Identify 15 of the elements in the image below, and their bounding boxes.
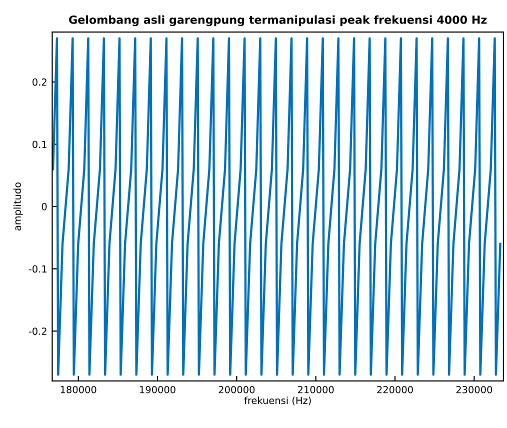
y-tick-label: 0.1 bbox=[32, 140, 46, 148]
x-tick-label: 220000 bbox=[377, 386, 413, 394]
x-tick-label: 190000 bbox=[140, 386, 176, 394]
x-tick-label: 200000 bbox=[218, 386, 255, 394]
x-tick-label: 210000 bbox=[298, 386, 334, 394]
x-tick-label: 230000 bbox=[456, 386, 492, 394]
x-axis-title: frekuensi (Hz) bbox=[244, 396, 311, 406]
y-tick-label: 0 bbox=[42, 202, 47, 210]
y-tick-label: -0.2 bbox=[28, 328, 46, 335]
y-tick-label: -0.1 bbox=[28, 265, 46, 273]
x-tick-label: 180000 bbox=[60, 386, 96, 394]
y-tick-label: 0.2 bbox=[32, 78, 46, 86]
chart-title: Gelombang asli garengpung termanipulasi peak frekuensi 4000 Hz bbox=[69, 15, 487, 26]
y-axis-title: amplitudo bbox=[13, 182, 23, 230]
line-series bbox=[52, 37, 502, 376]
